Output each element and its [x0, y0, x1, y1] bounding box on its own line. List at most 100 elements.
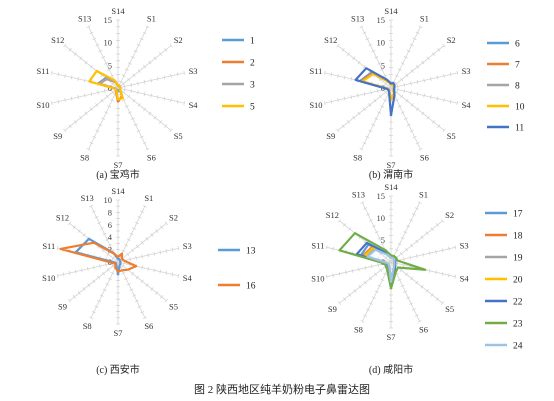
radar-axis-tick	[163, 96, 166, 101]
radar-axis-tick	[147, 266, 150, 271]
legend-label: 3	[250, 81, 255, 91]
radar-axis-tick	[147, 253, 150, 258]
radar-axis-tick	[374, 231, 379, 234]
radar-tick-label: 15	[104, 15, 113, 25]
radar-axis-tick	[68, 221, 72, 226]
radar-axis-tick	[409, 219, 413, 222]
radar-axis-tick	[148, 111, 152, 116]
radar-axis-tick	[150, 287, 154, 291]
radar-axis-label: S2	[447, 35, 456, 45]
radar-axis-tick	[129, 232, 134, 236]
radar-panel: S1S2S3S4S5S6S7S8S9S10S11S12S13S140510151…	[311, 182, 522, 376]
radar-axis-tick	[124, 105, 129, 108]
radar-axis-tick	[399, 268, 403, 273]
radar-axis-tick	[357, 60, 361, 65]
radar-axis-tick	[164, 124, 168, 128]
radar-axis-tick	[77, 291, 81, 295]
radar-axis-tick	[400, 237, 405, 240]
radar-axis-tick	[135, 255, 137, 260]
radar-axis-tick	[99, 264, 101, 269]
radar-axis-tick	[429, 76, 432, 81]
radar-axis-tick	[155, 229, 159, 233]
legend-label: 16	[246, 282, 256, 292]
radar-axis-tick	[400, 62, 405, 65]
radar-axis-tick	[332, 273, 334, 278]
radar-axis-tick	[102, 232, 107, 236]
radar-axis-tick	[371, 123, 376, 126]
radar-axis-tick	[394, 248, 399, 252]
radar-axis-tick	[155, 291, 159, 295]
radar-axis-label: S10	[36, 100, 49, 110]
radar-tick-label: 2	[108, 245, 112, 255]
radar-axis-tick	[104, 62, 109, 65]
radar-axis-tick	[57, 99, 60, 104]
radar-axis-tick	[346, 120, 350, 124]
radar-axis-tick	[368, 103, 372, 107]
radar-axis-tick	[348, 293, 352, 297]
radar-axis-tick	[97, 221, 102, 225]
radar-axis-label: S11	[36, 66, 49, 76]
radar-tick-label: 8	[108, 207, 112, 217]
radar-axis-tick	[89, 316, 94, 320]
radar-axis-tick	[397, 68, 402, 71]
radar-axis-tick	[370, 264, 373, 269]
radar-axis-tick	[86, 266, 89, 271]
radar-axis-tick	[139, 135, 144, 139]
radar-axis-tick	[62, 272, 65, 277]
radar-axis-tick	[137, 81, 139, 86]
radar-axis-tick	[397, 242, 402, 246]
radar-axis-tick	[99, 227, 104, 230]
radar-axis-label: S2	[169, 213, 178, 223]
radar-axis-tick	[377, 284, 382, 287]
radar-axis-tick	[70, 96, 73, 101]
radar-axis-tick	[156, 76, 159, 81]
radar-axis-tick	[362, 31, 367, 35]
radar-axis-label: S8	[354, 325, 363, 335]
radar-axis-tick	[160, 225, 164, 229]
radar-axis-tick	[142, 316, 147, 320]
radar-axis-tick	[163, 75, 166, 80]
panel-subtitle: (d) 咸阳市	[369, 363, 413, 376]
radar-axis-tick	[137, 216, 142, 219]
radar-axis-tick	[153, 251, 156, 256]
radar-axis-tick	[405, 73, 409, 78]
radar-axis-tick	[106, 267, 110, 272]
radar-axis-tick	[362, 107, 366, 111]
radar-axis-label: S10	[309, 100, 322, 110]
radar-axis-tick	[414, 207, 419, 210]
radar-axis-tick	[435, 249, 437, 254]
radar-axis-tick	[425, 231, 429, 235]
radar-axis-label: S13	[78, 14, 91, 24]
radar-axis-tick	[377, 111, 382, 114]
radar-axis-tick	[416, 65, 420, 69]
radar-axis-tick	[415, 31, 420, 35]
radar-axis-label: S12	[51, 35, 64, 45]
radar-axis-tick	[84, 111, 88, 116]
radar-axis-tick	[86, 148, 91, 151]
radar-axis-tick	[141, 265, 143, 270]
radar-axis-tick	[64, 98, 66, 103]
radar-axis-tick	[366, 213, 371, 216]
radar-axis-tick	[337, 98, 339, 103]
radar-axis-tick	[325, 274, 328, 279]
radar-axis-tick	[383, 99, 388, 102]
radar-axis-label: S11	[42, 241, 55, 251]
radar-axis-tick	[400, 77, 404, 82]
radar-axis-tick	[137, 305, 142, 308]
radar-axis-tick	[368, 129, 373, 133]
radar-axis-tick	[436, 75, 439, 80]
radar-axis-tick	[124, 68, 129, 71]
radar-axis-tick	[394, 99, 399, 102]
radar-axis-tick	[97, 299, 102, 303]
radar-axis-tick	[153, 268, 156, 273]
radar-axis-tick	[68, 48, 72, 52]
radar-axis-tick	[359, 25, 364, 28]
radar-axis-tick	[87, 283, 91, 287]
radar-axis-tick	[126, 283, 131, 286]
radar-axis-label: S13	[81, 193, 94, 203]
radar-axis-tick	[415, 141, 420, 145]
radar-axis-tick	[165, 248, 168, 253]
radar-axis-tick	[406, 225, 411, 228]
radar-axis-tick	[98, 123, 103, 126]
radar-axis-tick	[126, 238, 131, 241]
